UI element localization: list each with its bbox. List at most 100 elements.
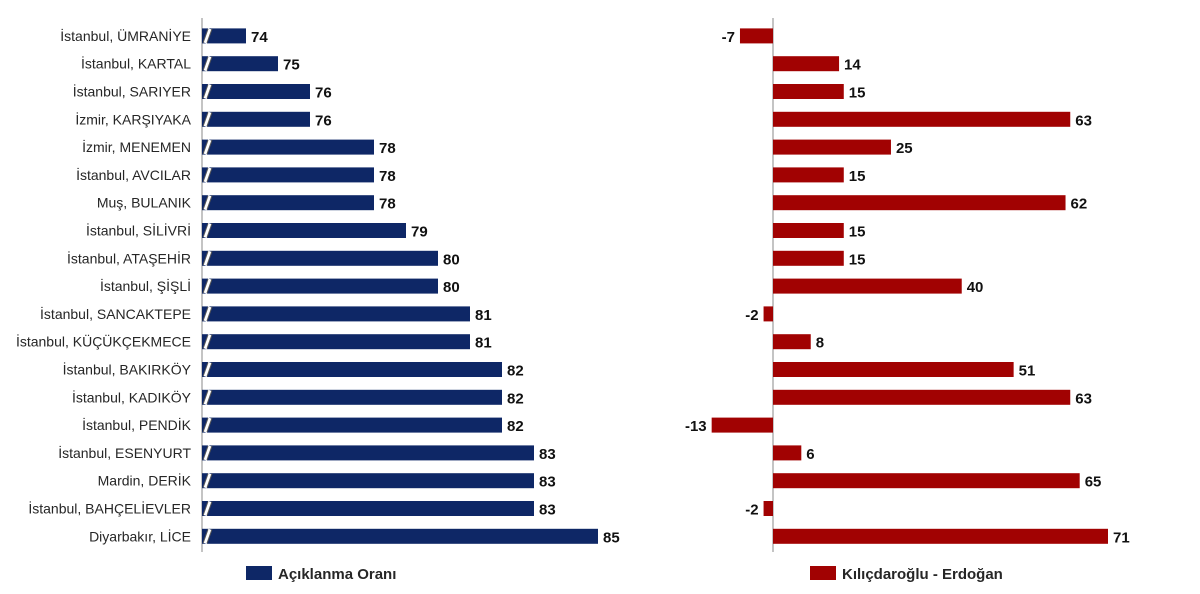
left-value-label: 78 (379, 140, 396, 157)
left-bar (202, 528, 598, 544)
left-bar (202, 250, 438, 266)
axis-break-mark (202, 167, 209, 183)
category-label: İstanbul, ÜMRANİYE (60, 27, 191, 44)
axis-break-mark (202, 223, 209, 238)
legend-swatch-left (246, 566, 272, 580)
axis-break-gap (203, 334, 212, 350)
right-bar (773, 445, 802, 461)
axis-break-mark (202, 139, 209, 155)
axis-break-mark (202, 417, 209, 433)
axis-break-mark (202, 195, 209, 210)
right-bar (763, 306, 773, 322)
category-label: İstanbul, AVCILAR (76, 166, 191, 183)
left-value-label: 80 (443, 279, 460, 296)
axis-break-gap (203, 528, 212, 544)
axis-break-mark (202, 362, 209, 377)
left-value-label: 75 (283, 57, 300, 74)
right-bar (773, 167, 844, 183)
category-label: İstanbul, KÜÇÜKÇEKMECE (16, 333, 191, 350)
axis-break-mark (202, 56, 209, 71)
category-label: İstanbul, ATAŞEHİR (67, 249, 191, 266)
axis-break-mark (206, 251, 213, 266)
left-bar (202, 223, 406, 238)
right-value-label: 15 (849, 224, 866, 241)
category-label: Muş, BULANIK (97, 195, 192, 211)
right-bar (773, 528, 1108, 544)
right-bar (773, 362, 1014, 377)
left-bar (202, 417, 502, 433)
category-label: İzmir, KARŞIYAKA (75, 110, 191, 127)
axis-break-mark (202, 501, 209, 516)
left-value-label: 78 (379, 196, 396, 213)
axis-break-gap (203, 28, 212, 44)
category-label: Diyarbakır, LİCE (89, 527, 191, 544)
axis-break-gap (203, 361, 212, 378)
right-bar (773, 389, 1071, 405)
legend-swatch-right (810, 566, 836, 580)
left-value-label: 83 (539, 474, 556, 491)
axis-break-gap (203, 195, 212, 211)
category-label: İzmir, MENEMEN (82, 138, 191, 155)
axis-break-gap (203, 500, 212, 517)
left-value-label: 85 (603, 529, 620, 546)
left-value-label: 83 (539, 502, 556, 519)
right-bar (773, 56, 840, 72)
left-value-label: 76 (315, 112, 332, 129)
axis-break-gap (203, 222, 212, 239)
axis-break-mark (206, 56, 213, 71)
right-bar (739, 28, 773, 44)
category-label: İstanbul, SİLİVRİ (86, 222, 191, 239)
right-value-label: 14 (844, 57, 861, 74)
axis-break-mark (202, 28, 209, 44)
right-value-label: 71 (1113, 529, 1130, 546)
axis-break-mark (206, 112, 213, 127)
axis-break-mark (206, 417, 213, 433)
category-label: Mardin, DERİK (98, 472, 192, 489)
left-value-label: 82 (507, 390, 524, 407)
left-bar (202, 306, 470, 322)
axis-break-gap (203, 389, 212, 405)
axis-break-mark (206, 139, 213, 155)
axis-break-mark (206, 445, 213, 461)
right-bar (773, 84, 844, 99)
right-bar (773, 334, 811, 350)
left-value-label: 79 (411, 224, 428, 241)
axis-break-gap (203, 111, 212, 127)
left-bar (202, 111, 310, 127)
axis-break-gap (203, 83, 212, 100)
right-value-label: -13 (685, 418, 707, 435)
right-value-label: 8 (816, 335, 824, 352)
category-label: İstanbul, ŞİŞLİ (100, 277, 191, 294)
left-value-label: 78 (379, 168, 396, 185)
left-bar (202, 362, 502, 377)
axis-break-mark (206, 473, 213, 488)
left-bar (202, 278, 438, 294)
right-value-label: 15 (849, 168, 866, 185)
axis-break-mark (206, 529, 213, 544)
right-value-label: 25 (896, 140, 913, 157)
axis-break-mark (202, 390, 209, 405)
left-bar (202, 334, 470, 350)
axis-break-mark (206, 84, 213, 99)
axis-break-gap (203, 250, 212, 266)
axis-break-mark (202, 112, 209, 127)
left-value-label: 83 (539, 446, 556, 463)
right-value-label: 63 (1075, 112, 1092, 129)
axis-break-gap (203, 56, 212, 72)
axis-break-mark (202, 306, 209, 322)
left-value-label: 74 (251, 29, 268, 46)
axis-break-mark (206, 362, 213, 377)
axis-break-gap (203, 445, 212, 461)
left-value-label: 80 (443, 251, 460, 268)
right-value-label: 40 (967, 279, 984, 296)
axis-break-mark (206, 334, 213, 349)
legend-label-right: Kılıçdaroğlu - Erdoğan (842, 566, 1003, 583)
right-bar (773, 223, 844, 238)
right-value-label: 63 (1075, 390, 1092, 407)
left-bar (202, 473, 534, 489)
axis-break-mark (202, 278, 209, 294)
left-bar (202, 195, 374, 211)
axis-break-mark (206, 306, 213, 322)
right-value-label: -2 (745, 307, 758, 324)
